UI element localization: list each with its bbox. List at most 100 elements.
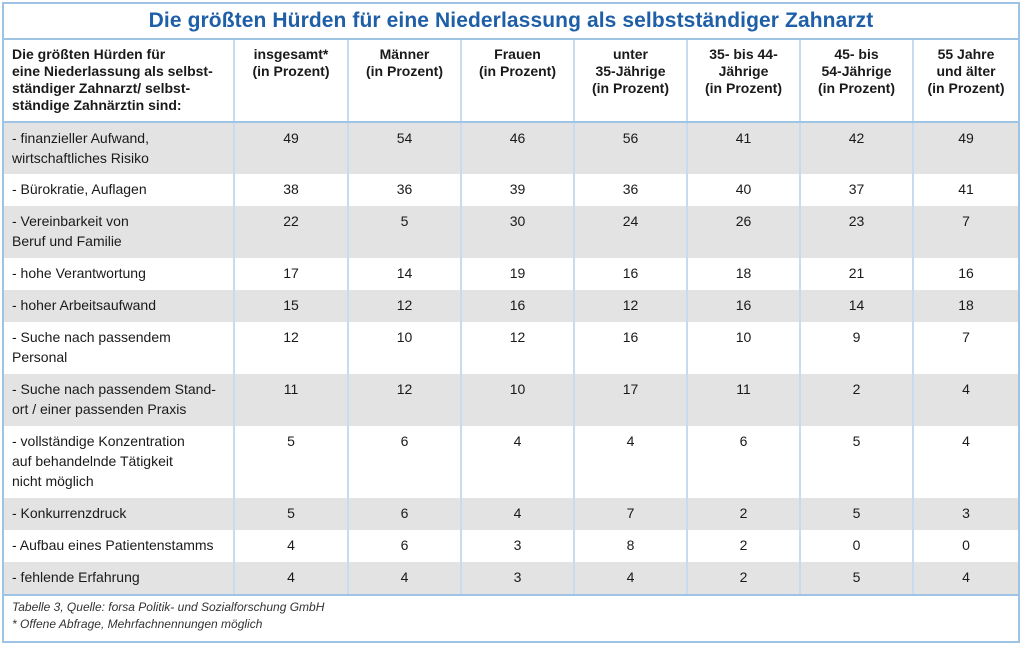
value-cell: 12: [347, 374, 461, 426]
row-label: - Bürokratie, Auflagen: [12, 181, 147, 197]
value-cell: 4: [347, 562, 461, 594]
table-body: - finanzieller Aufwand, wirtschaftliches…: [4, 122, 1018, 594]
row-label-cell: - Vereinbarkeit von Beruf und Familie: [4, 206, 234, 258]
value-cell: 24: [573, 206, 687, 258]
value-cell: 18: [686, 258, 800, 290]
value-cell: 4: [233, 562, 348, 594]
value-cell: 19: [460, 258, 574, 290]
table-footer: Tabelle 3, Quelle: forsa Politik- und So…: [4, 594, 1018, 636]
value-cell: 49: [912, 122, 1018, 174]
value-cell: 11: [233, 374, 348, 426]
row-label-cell: - Bürokratie, Auflagen: [4, 174, 234, 206]
value-cell: 56: [573, 122, 687, 174]
row-label-cell: - Suche nach passendem Stand- ort / eine…: [4, 374, 234, 426]
value-cell: 5: [347, 206, 461, 258]
value-cell: 6: [347, 426, 461, 498]
value-cell: 15: [233, 290, 348, 322]
value-cell: 5: [799, 562, 913, 594]
header-cell-35-44: 35- bis 44- Jährige (in Prozent): [686, 40, 800, 123]
value-cell: 4: [460, 498, 574, 530]
value-cell: 41: [912, 174, 1018, 206]
value-cell: 14: [347, 258, 461, 290]
table-row: - Vereinbarkeit von Beruf und Familie 22 5…: [4, 206, 1018, 258]
value-cell: 30: [460, 206, 574, 258]
value-cell: 5: [233, 498, 348, 530]
table-row: - Bürokratie, Auflagen 38 36 39 36 40 37 41: [4, 174, 1018, 206]
value-cell: 36: [347, 174, 461, 206]
row-label: - hohe Verantwortung: [12, 265, 146, 281]
row-label: - finanzieller Aufwand, wirtschaftliches…: [12, 130, 149, 166]
value-cell: 18: [912, 290, 1018, 322]
value-cell: 38: [233, 174, 348, 206]
value-cell: 36: [573, 174, 687, 206]
value-cell: 4: [912, 374, 1018, 426]
table-row: - Suche nach passendem Stand- ort / eine…: [4, 374, 1018, 426]
row-label-cell: - finanzieller Aufwand, wirtschaftliches…: [4, 122, 234, 174]
value-cell: 21: [799, 258, 913, 290]
row-label-cell: - Aufbau eines Patientenstamms: [4, 530, 234, 562]
value-cell: 16: [573, 258, 687, 290]
value-cell: 6: [686, 426, 800, 498]
header-row: Die größten Hürden für eine Niederlassun…: [4, 40, 1018, 123]
row-label-cell: - hohe Verantwortung: [4, 258, 234, 290]
table-row: - vollständige Konzentration auf behande…: [4, 426, 1018, 498]
table-row: - hohe Verantwortung 17 14 19 16 18 21 16: [4, 258, 1018, 290]
footnote: * Offene Abfrage, Mehrfachnennungen mögl…: [12, 617, 263, 631]
value-cell: 3: [912, 498, 1018, 530]
row-label: - vollständige Konzentration auf behande…: [12, 433, 185, 489]
value-cell: 40: [686, 174, 800, 206]
row-label-cell: - Konkurrenzdruck: [4, 498, 234, 530]
value-cell: 54: [347, 122, 461, 174]
value-cell: 3: [460, 530, 574, 562]
value-cell: 26: [686, 206, 800, 258]
value-cell: 7: [573, 498, 687, 530]
value-cell: 4: [460, 426, 574, 498]
value-cell: 7: [912, 322, 1018, 374]
table-row: - Suche nach passendem Personal 12 10 12 16 1…: [4, 322, 1018, 374]
value-cell: 12: [347, 290, 461, 322]
row-label: - hoher Arbeitsaufwand: [12, 297, 156, 313]
value-cell: 23: [799, 206, 913, 258]
value-cell: 5: [799, 426, 913, 498]
value-cell: 37: [799, 174, 913, 206]
value-cell: 17: [233, 258, 348, 290]
value-cell: 12: [233, 322, 348, 374]
row-label-cell: - hoher Arbeitsaufwand: [4, 290, 234, 322]
row-label: - Vereinbarkeit von Beruf und Familie: [12, 213, 129, 249]
value-cell: 5: [233, 426, 348, 498]
value-cell: 14: [799, 290, 913, 322]
row-label: - Aufbau eines Patientenstamms: [12, 537, 214, 553]
value-cell: 10: [460, 374, 574, 426]
row-label: - Konkurrenzdruck: [12, 505, 127, 521]
value-cell: 4: [233, 530, 348, 562]
source-note: Tabelle 3, Quelle: forsa Politik- und So…: [12, 600, 325, 614]
row-label: - Suche nach passendem Personal: [12, 329, 171, 365]
value-cell: 11: [686, 374, 800, 426]
value-cell: 17: [573, 374, 687, 426]
value-cell: 7: [912, 206, 1018, 258]
value-cell: 4: [573, 426, 687, 498]
value-cell: 5: [799, 498, 913, 530]
table-title: Die größten Hürden für eine Niederlassun…: [4, 4, 1018, 40]
value-cell: 0: [912, 530, 1018, 562]
header-cell-men: Männer (in Prozent): [347, 40, 461, 123]
value-cell: 42: [799, 122, 913, 174]
value-cell: 2: [686, 498, 800, 530]
header-cell-under-35: unter 35-Jährige (in Prozent): [573, 40, 687, 123]
value-cell: 16: [573, 322, 687, 374]
table-row: - finanzieller Aufwand, wirtschaftliches…: [4, 122, 1018, 174]
value-cell: 22: [233, 206, 348, 258]
header-cell-label: Die größten Hürden für eine Niederlassun…: [4, 40, 234, 123]
value-cell: 8: [573, 530, 687, 562]
header-cell-women: Frauen (in Prozent): [460, 40, 574, 123]
table-row: - Aufbau eines Patientenstamms 4 6 3 8 2 0 0: [4, 530, 1018, 562]
value-cell: 4: [912, 562, 1018, 594]
value-cell: 10: [686, 322, 800, 374]
value-cell: 39: [460, 174, 574, 206]
value-cell: 49: [233, 122, 348, 174]
row-label-cell: - vollständige Konzentration auf behande…: [4, 426, 234, 498]
data-table: Die größten Hürden für eine Niederlassun…: [4, 40, 1018, 594]
table-row: - fehlende Erfahrung 4 4 3 4 2 5 4: [4, 562, 1018, 594]
value-cell: 6: [347, 530, 461, 562]
